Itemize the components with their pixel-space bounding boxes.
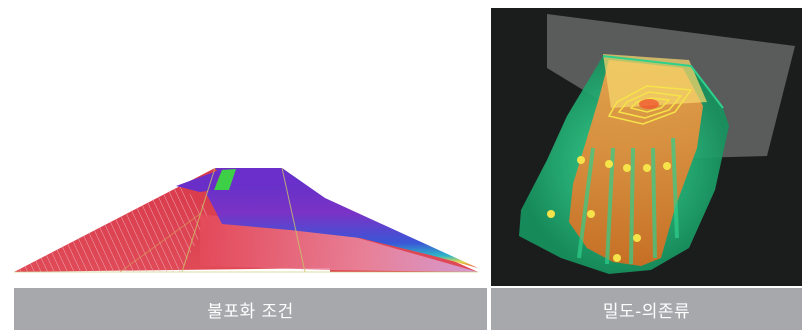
saturation-gradient-layer xyxy=(206,168,478,268)
density-dependent-flow-simulation-image xyxy=(491,8,802,286)
orange-plume xyxy=(569,60,703,266)
left-figure-caption: 불포화 조건 xyxy=(14,288,487,330)
right-figure-panel: 밀도-의존류 xyxy=(490,0,802,330)
left-figure-panel: 불포화 조건 xyxy=(14,167,487,330)
unsaturated-condition-simulation-image xyxy=(14,167,478,273)
right-figure-caption: 밀도-의존류 xyxy=(491,288,802,330)
